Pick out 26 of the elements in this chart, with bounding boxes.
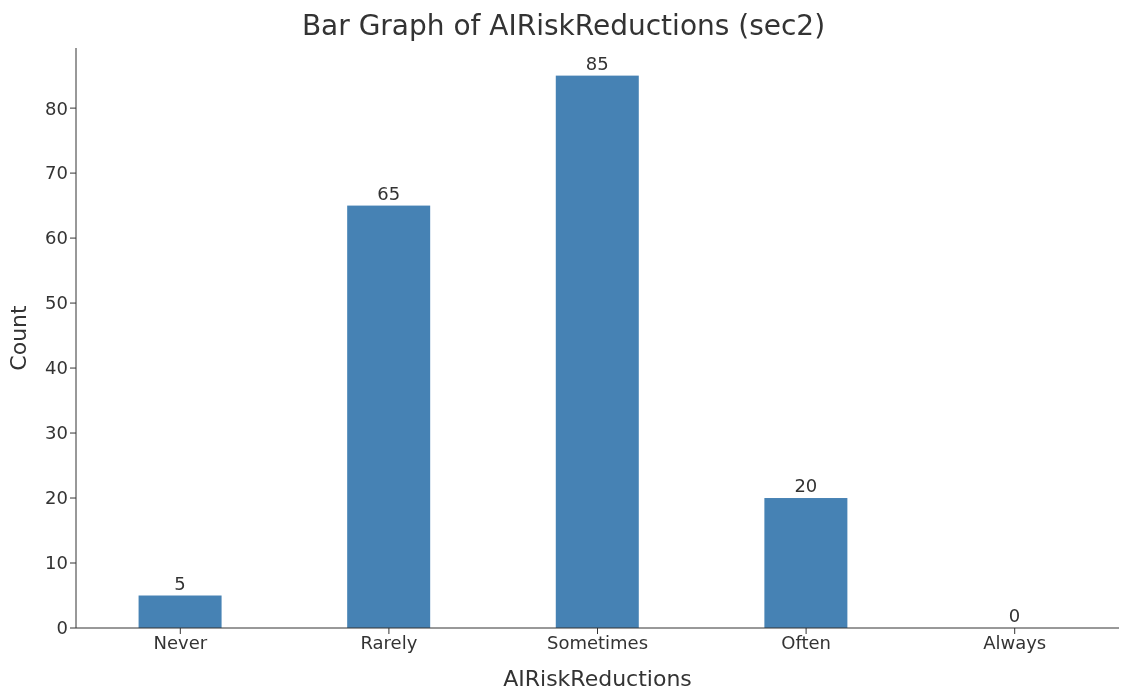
y-tick-label: 80 [45,97,68,119]
bar [555,75,639,628]
data-label: 0 [1008,605,1021,626]
data-label: 65 [377,182,401,204]
y-tick-label: 0 [56,617,68,639]
x-axis-title: AIRiskReductions [503,666,692,691]
y-tick-label: 30 [45,422,68,444]
x-tick-label: Rarely [360,631,418,653]
y-axis-title: Count [5,304,31,371]
data-label: 85 [585,52,609,74]
y-tick-label: 40 [45,357,68,379]
bar [347,205,431,628]
chart-title: Bar Graph of AIRiskReductions (sec2) [300,8,827,44]
x-tick-label: Never [153,631,208,653]
y-tick-label: 10 [45,552,68,574]
y-tick-label: 50 [45,292,68,314]
bar [764,498,848,628]
data-label: 5 [174,572,186,594]
y-tick-label: 20 [45,487,68,509]
y-tick-label: 70 [45,162,68,184]
y-tick-label: 60 [45,227,68,249]
bar [138,595,222,628]
x-tick-label: Sometimes [546,631,649,653]
data-label: 20 [794,475,818,497]
x-tick-label: Often [781,631,831,653]
x-tick-label: Always [983,631,1047,653]
